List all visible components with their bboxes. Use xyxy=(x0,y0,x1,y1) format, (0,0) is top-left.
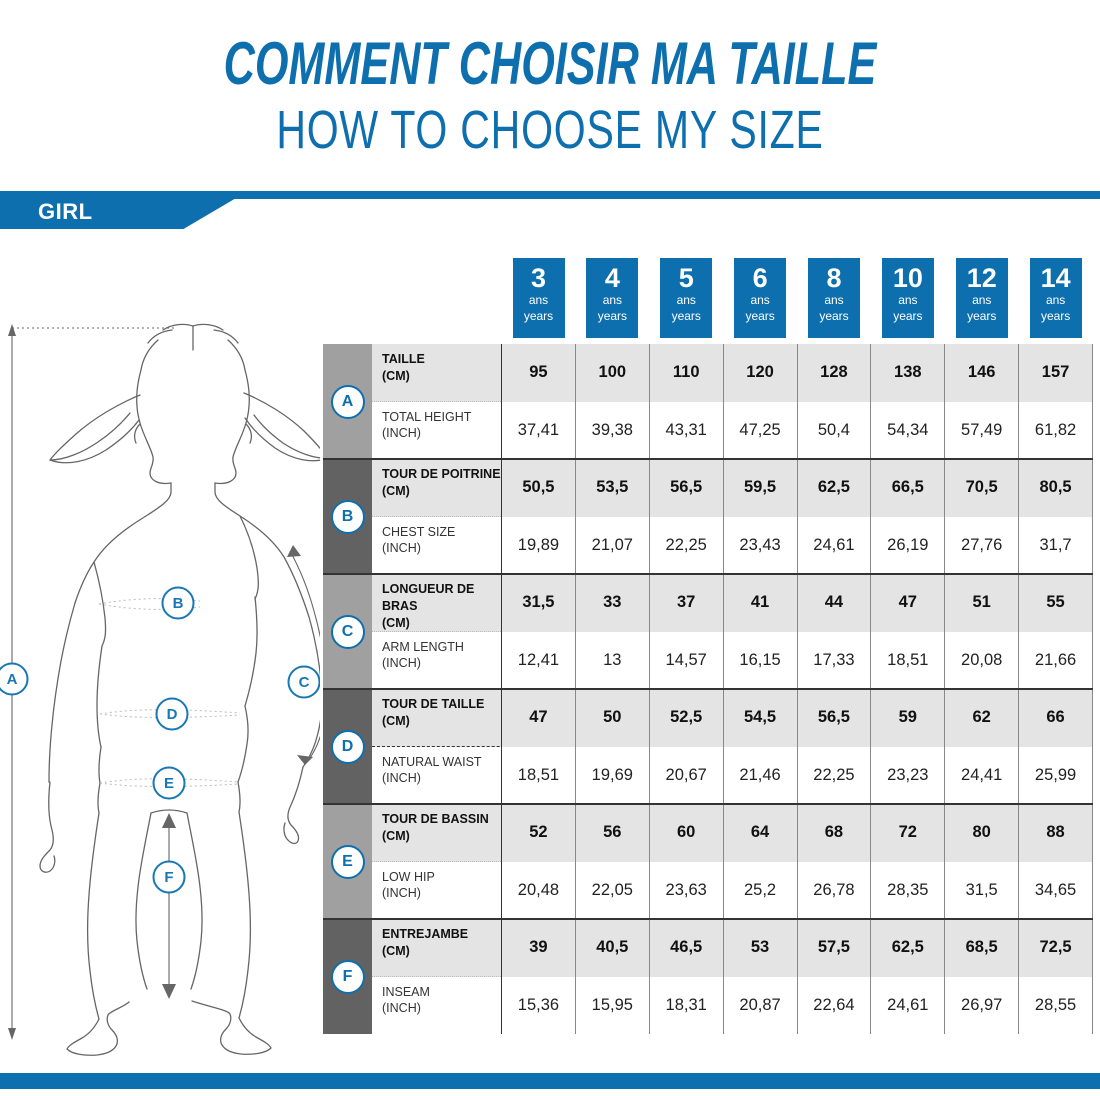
svg-text:B: B xyxy=(173,595,184,612)
svg-text:C: C xyxy=(299,674,310,691)
svg-text:A: A xyxy=(7,671,18,688)
svg-text:E: E xyxy=(164,775,174,792)
svg-text:D: D xyxy=(167,706,178,723)
svg-text:F: F xyxy=(164,869,173,886)
